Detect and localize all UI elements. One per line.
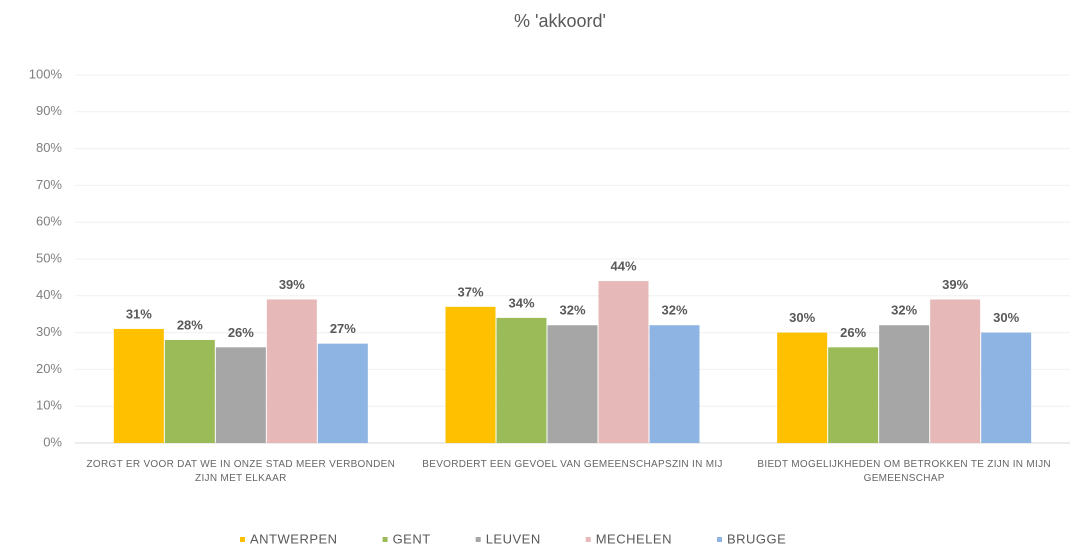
legend-label: MECHELEN [596, 531, 672, 546]
y-tick-label: 10% [36, 398, 62, 413]
y-tick-label: 80% [36, 140, 62, 155]
data-label: 39% [942, 277, 968, 292]
bar [547, 325, 598, 443]
y-tick-label: 100% [29, 66, 63, 81]
bar [113, 328, 164, 443]
data-label: 26% [840, 325, 866, 340]
legend-swatch [475, 537, 481, 542]
bar [317, 343, 368, 443]
data-label: 31% [126, 306, 152, 321]
x-tick-label: BEVORDERT EEN GEVOEL VAN GEMEENSCHAPSZIN… [422, 459, 723, 470]
bar [598, 281, 649, 443]
legend-label: GENT [393, 531, 431, 546]
bar [828, 347, 879, 443]
data-label: 34% [508, 295, 534, 310]
data-label: 28% [177, 317, 203, 332]
y-tick-label: 60% [36, 214, 62, 229]
data-label: 44% [610, 259, 636, 274]
legend-swatch [382, 537, 388, 542]
x-tick-label: BIEDT MOGELIJKHEDEN OM BETROKKEN TE ZIJN… [757, 459, 1051, 484]
legend-swatch [716, 537, 722, 542]
legend-label: ANTWERPEN [250, 531, 338, 546]
legend-label: BRUGGE [727, 531, 786, 546]
data-label: 39% [279, 277, 305, 292]
bar [649, 325, 700, 443]
y-tick-label: 70% [36, 177, 62, 192]
bar [164, 339, 215, 443]
x-tick-label: ZORGT ER VOOR DAT WE IN ONZE STAD MEER V… [86, 459, 396, 484]
data-label: 30% [789, 310, 815, 325]
legend-swatch [240, 537, 245, 542]
chart-title: % 'akkoord' [514, 11, 606, 31]
y-tick-label: 0% [43, 434, 62, 449]
data-label: 30% [993, 310, 1019, 325]
bar [445, 306, 496, 443]
data-label: 26% [228, 325, 254, 340]
legend-label: LEUVEN [486, 531, 541, 546]
y-tick-label: 40% [36, 287, 62, 302]
data-label: 27% [330, 321, 356, 336]
data-label: 32% [891, 303, 917, 318]
bar [879, 325, 930, 443]
bar [215, 347, 266, 443]
bar [496, 317, 547, 443]
bar [930, 299, 981, 443]
data-label: 32% [559, 303, 585, 318]
y-tick-label: 90% [36, 103, 62, 118]
bar [777, 332, 828, 443]
data-label: 32% [661, 303, 687, 318]
y-tick-label: 20% [36, 361, 62, 376]
bar [981, 332, 1032, 443]
bar [266, 299, 317, 443]
y-tick-label: 50% [36, 250, 62, 265]
data-label: 37% [457, 284, 483, 299]
legend-swatch [585, 537, 591, 542]
y-tick-label: 30% [36, 324, 62, 339]
